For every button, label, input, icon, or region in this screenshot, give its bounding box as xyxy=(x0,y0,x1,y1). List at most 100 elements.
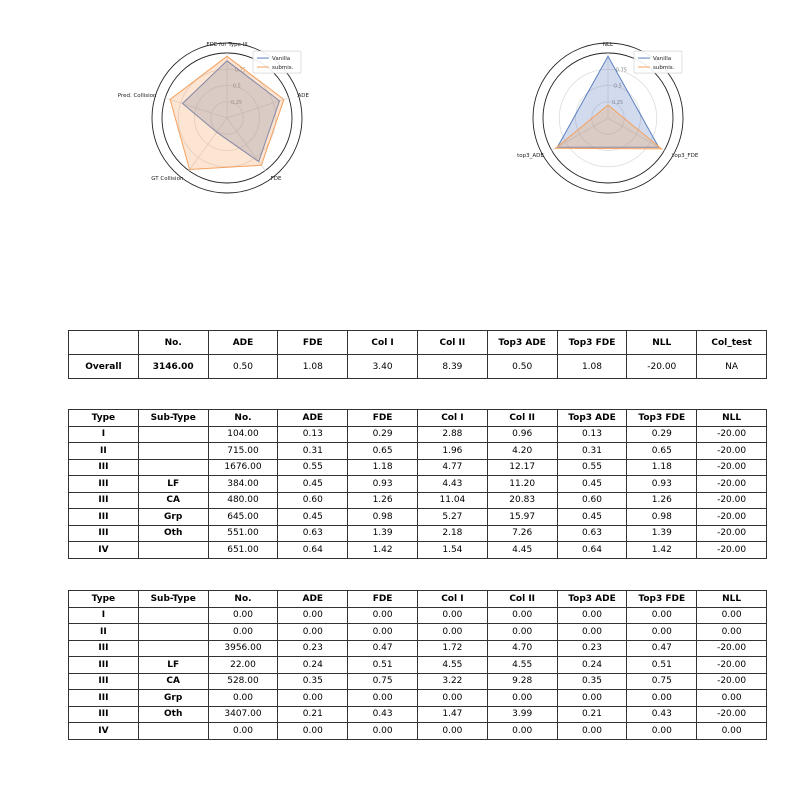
table-cell: 384.00 xyxy=(207,475,279,493)
table-cell: 1.18 xyxy=(626,458,698,476)
table-cell: 0.51 xyxy=(626,656,698,674)
column-header: Top3 ADE xyxy=(556,409,628,427)
table-cell: 0.65 xyxy=(626,442,698,460)
column-header: No. xyxy=(207,409,279,427)
column-header: Top3 ADE xyxy=(486,330,558,355)
table-cell: CA xyxy=(137,491,209,509)
table-cell: 0.00 xyxy=(696,606,767,624)
table-cell: I xyxy=(68,606,139,624)
radar-series-submis xyxy=(169,55,285,171)
radar-axis-label: NLL xyxy=(603,42,614,48)
table-cell xyxy=(137,623,209,641)
table-cell: 0.21 xyxy=(277,705,349,723)
column-header: FDE xyxy=(347,409,418,427)
table-cell: 0.98 xyxy=(626,508,698,526)
column-header: ADE xyxy=(207,330,279,355)
column-header: Col I xyxy=(347,330,418,355)
radar-outer-frame xyxy=(151,42,303,194)
table-row: III LF 22.00 0.24 0.51 4.55 4.55 0.24 0.51 -20.00 xyxy=(68,656,767,674)
legend-label: Vanilla xyxy=(272,56,290,62)
table-cell: 4.70 xyxy=(486,639,558,657)
legend-label: submis. xyxy=(272,65,294,71)
table-cell: -20.00 xyxy=(696,705,767,723)
table-cell: 645.00 xyxy=(207,508,279,526)
radar-r-tick-label: 0.25 xyxy=(231,100,242,106)
table-cell: 0.13 xyxy=(556,425,628,443)
table-cell: 0.00 xyxy=(626,606,698,624)
table-row: I 0.00 0.00 0.00 0.00 0.00 0.00 0.00 0.00 xyxy=(68,606,767,624)
table-cell: -20.00 xyxy=(696,425,767,443)
table-cell: 0.31 xyxy=(556,442,628,460)
table-row: III CA 480.00 0.60 1.26 11.04 20.83 0.60 1.26 -20… xyxy=(68,491,767,509)
column-header: ADE xyxy=(277,590,349,608)
radar-legend xyxy=(633,50,683,74)
table-cell: 0.45 xyxy=(277,475,349,493)
table-cell: 551.00 xyxy=(207,524,279,542)
table-cell: 0.45 xyxy=(277,508,349,526)
table-cell: III xyxy=(68,705,139,723)
table-cell: 0.00 xyxy=(696,722,767,740)
column-header: Top3 ADE xyxy=(556,590,628,608)
table-cell: III xyxy=(68,656,139,674)
table-cell: 4.55 xyxy=(416,656,488,674)
type-breakdown-table-1: Type Sub-Type No. ADE FDE Col I Col II Top3 ADE… xyxy=(68,409,767,559)
column-header: Top3 FDE xyxy=(556,330,628,355)
column-header: Col II xyxy=(416,330,488,355)
table-cell: Oth xyxy=(137,524,209,542)
table-cell: 1.42 xyxy=(626,541,698,559)
table-cell: -20.00 xyxy=(696,524,767,542)
table-row: II 715.00 0.31 0.65 1.96 4.20 0.31 0.65 -20.00 xyxy=(68,442,767,460)
table-cell: -20.00 xyxy=(626,354,698,379)
table-cell: -20.00 xyxy=(696,458,767,476)
table-cell: 0.00 xyxy=(347,689,418,707)
radar-axis-label: Pred. Collision xyxy=(118,93,157,99)
table-cell: 8.39 xyxy=(416,354,488,379)
radar-spoke xyxy=(607,117,665,151)
table-cell: 0.00 xyxy=(207,722,279,740)
table-cell: 3146.00 xyxy=(137,354,209,379)
table-cell: Grp xyxy=(137,508,209,526)
table-cell: 0.43 xyxy=(626,705,698,723)
table-cell: 0.00 xyxy=(277,606,349,624)
table-cell: IV xyxy=(68,541,139,559)
column-header: ADE xyxy=(277,409,349,427)
table-cell: I xyxy=(68,425,139,443)
radar-spoke xyxy=(226,97,289,119)
table-cell: 0.21 xyxy=(556,705,628,723)
table-cell: III xyxy=(68,689,139,707)
radar-series-submis xyxy=(554,104,663,150)
table-cell: 0.00 xyxy=(347,623,418,641)
table-cell: 0.00 xyxy=(207,623,279,641)
table-cell: 5.27 xyxy=(416,508,488,526)
radar-series-vanilla xyxy=(556,55,660,148)
table-cell: 0.60 xyxy=(277,491,349,509)
table-cell: 3956.00 xyxy=(207,639,279,657)
table-cell: 0.65 xyxy=(347,442,418,460)
table-cell: 0.50 xyxy=(207,354,279,379)
table-cell: III xyxy=(68,491,139,509)
table-cell: 0.00 xyxy=(556,689,628,707)
table-cell: II xyxy=(68,442,139,460)
table-cell: 0.60 xyxy=(556,491,628,509)
table-cell: 1.42 xyxy=(347,541,418,559)
column-header: Sub-Type xyxy=(137,409,209,427)
column-header: Top3 FDE xyxy=(626,409,698,427)
column-header: Sub-Type xyxy=(137,590,209,608)
table-cell: 0.75 xyxy=(347,672,418,690)
legend-label: submis. xyxy=(653,65,675,71)
table-cell: 0.96 xyxy=(486,425,558,443)
table-cell: 0.35 xyxy=(277,672,349,690)
table-cell: 0.29 xyxy=(626,425,698,443)
table-cell: 0.00 xyxy=(416,689,488,707)
table-cell: 1.39 xyxy=(347,524,418,542)
table-cell: 0.45 xyxy=(556,475,628,493)
radar-axis-label: top3_ADE xyxy=(517,153,544,159)
table-cell xyxy=(137,458,209,476)
table-cell: 0.47 xyxy=(347,639,418,657)
radar-legend xyxy=(252,50,302,74)
table-cell: 1.96 xyxy=(416,442,488,460)
table-cell: 7.26 xyxy=(486,524,558,542)
table-cell: 0.64 xyxy=(277,541,349,559)
table-cell: 0.23 xyxy=(556,639,628,657)
table-cell: 1.26 xyxy=(347,491,418,509)
